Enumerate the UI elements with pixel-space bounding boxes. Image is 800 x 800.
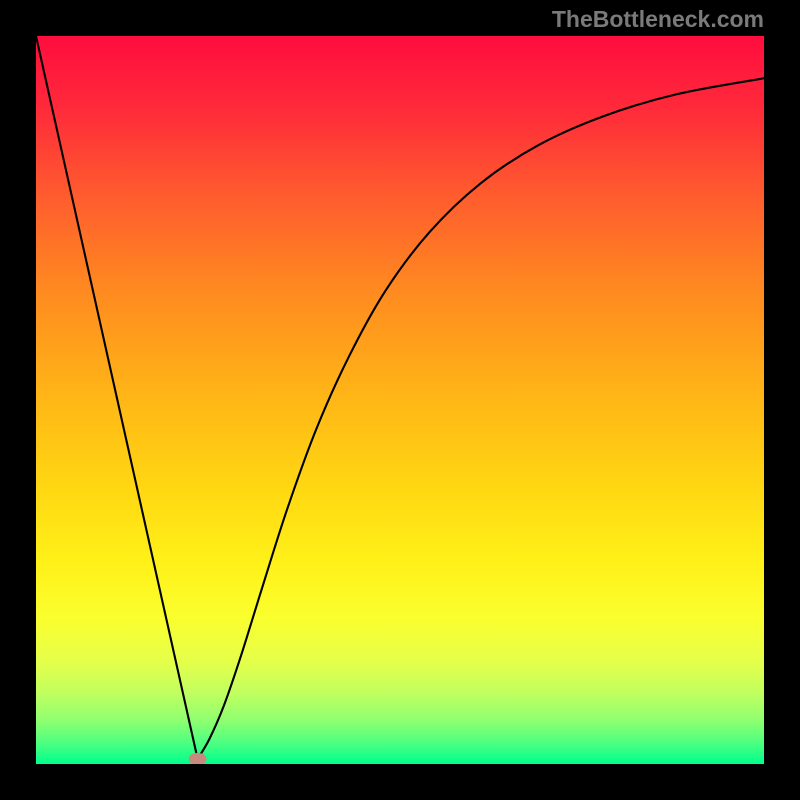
optimum-marker [189,753,207,764]
curve-layer [36,36,764,764]
bottleneck-curve [36,36,764,759]
chart-frame [0,0,800,800]
plot-area [36,36,764,764]
watermark-text: TheBottleneck.com [552,6,764,33]
